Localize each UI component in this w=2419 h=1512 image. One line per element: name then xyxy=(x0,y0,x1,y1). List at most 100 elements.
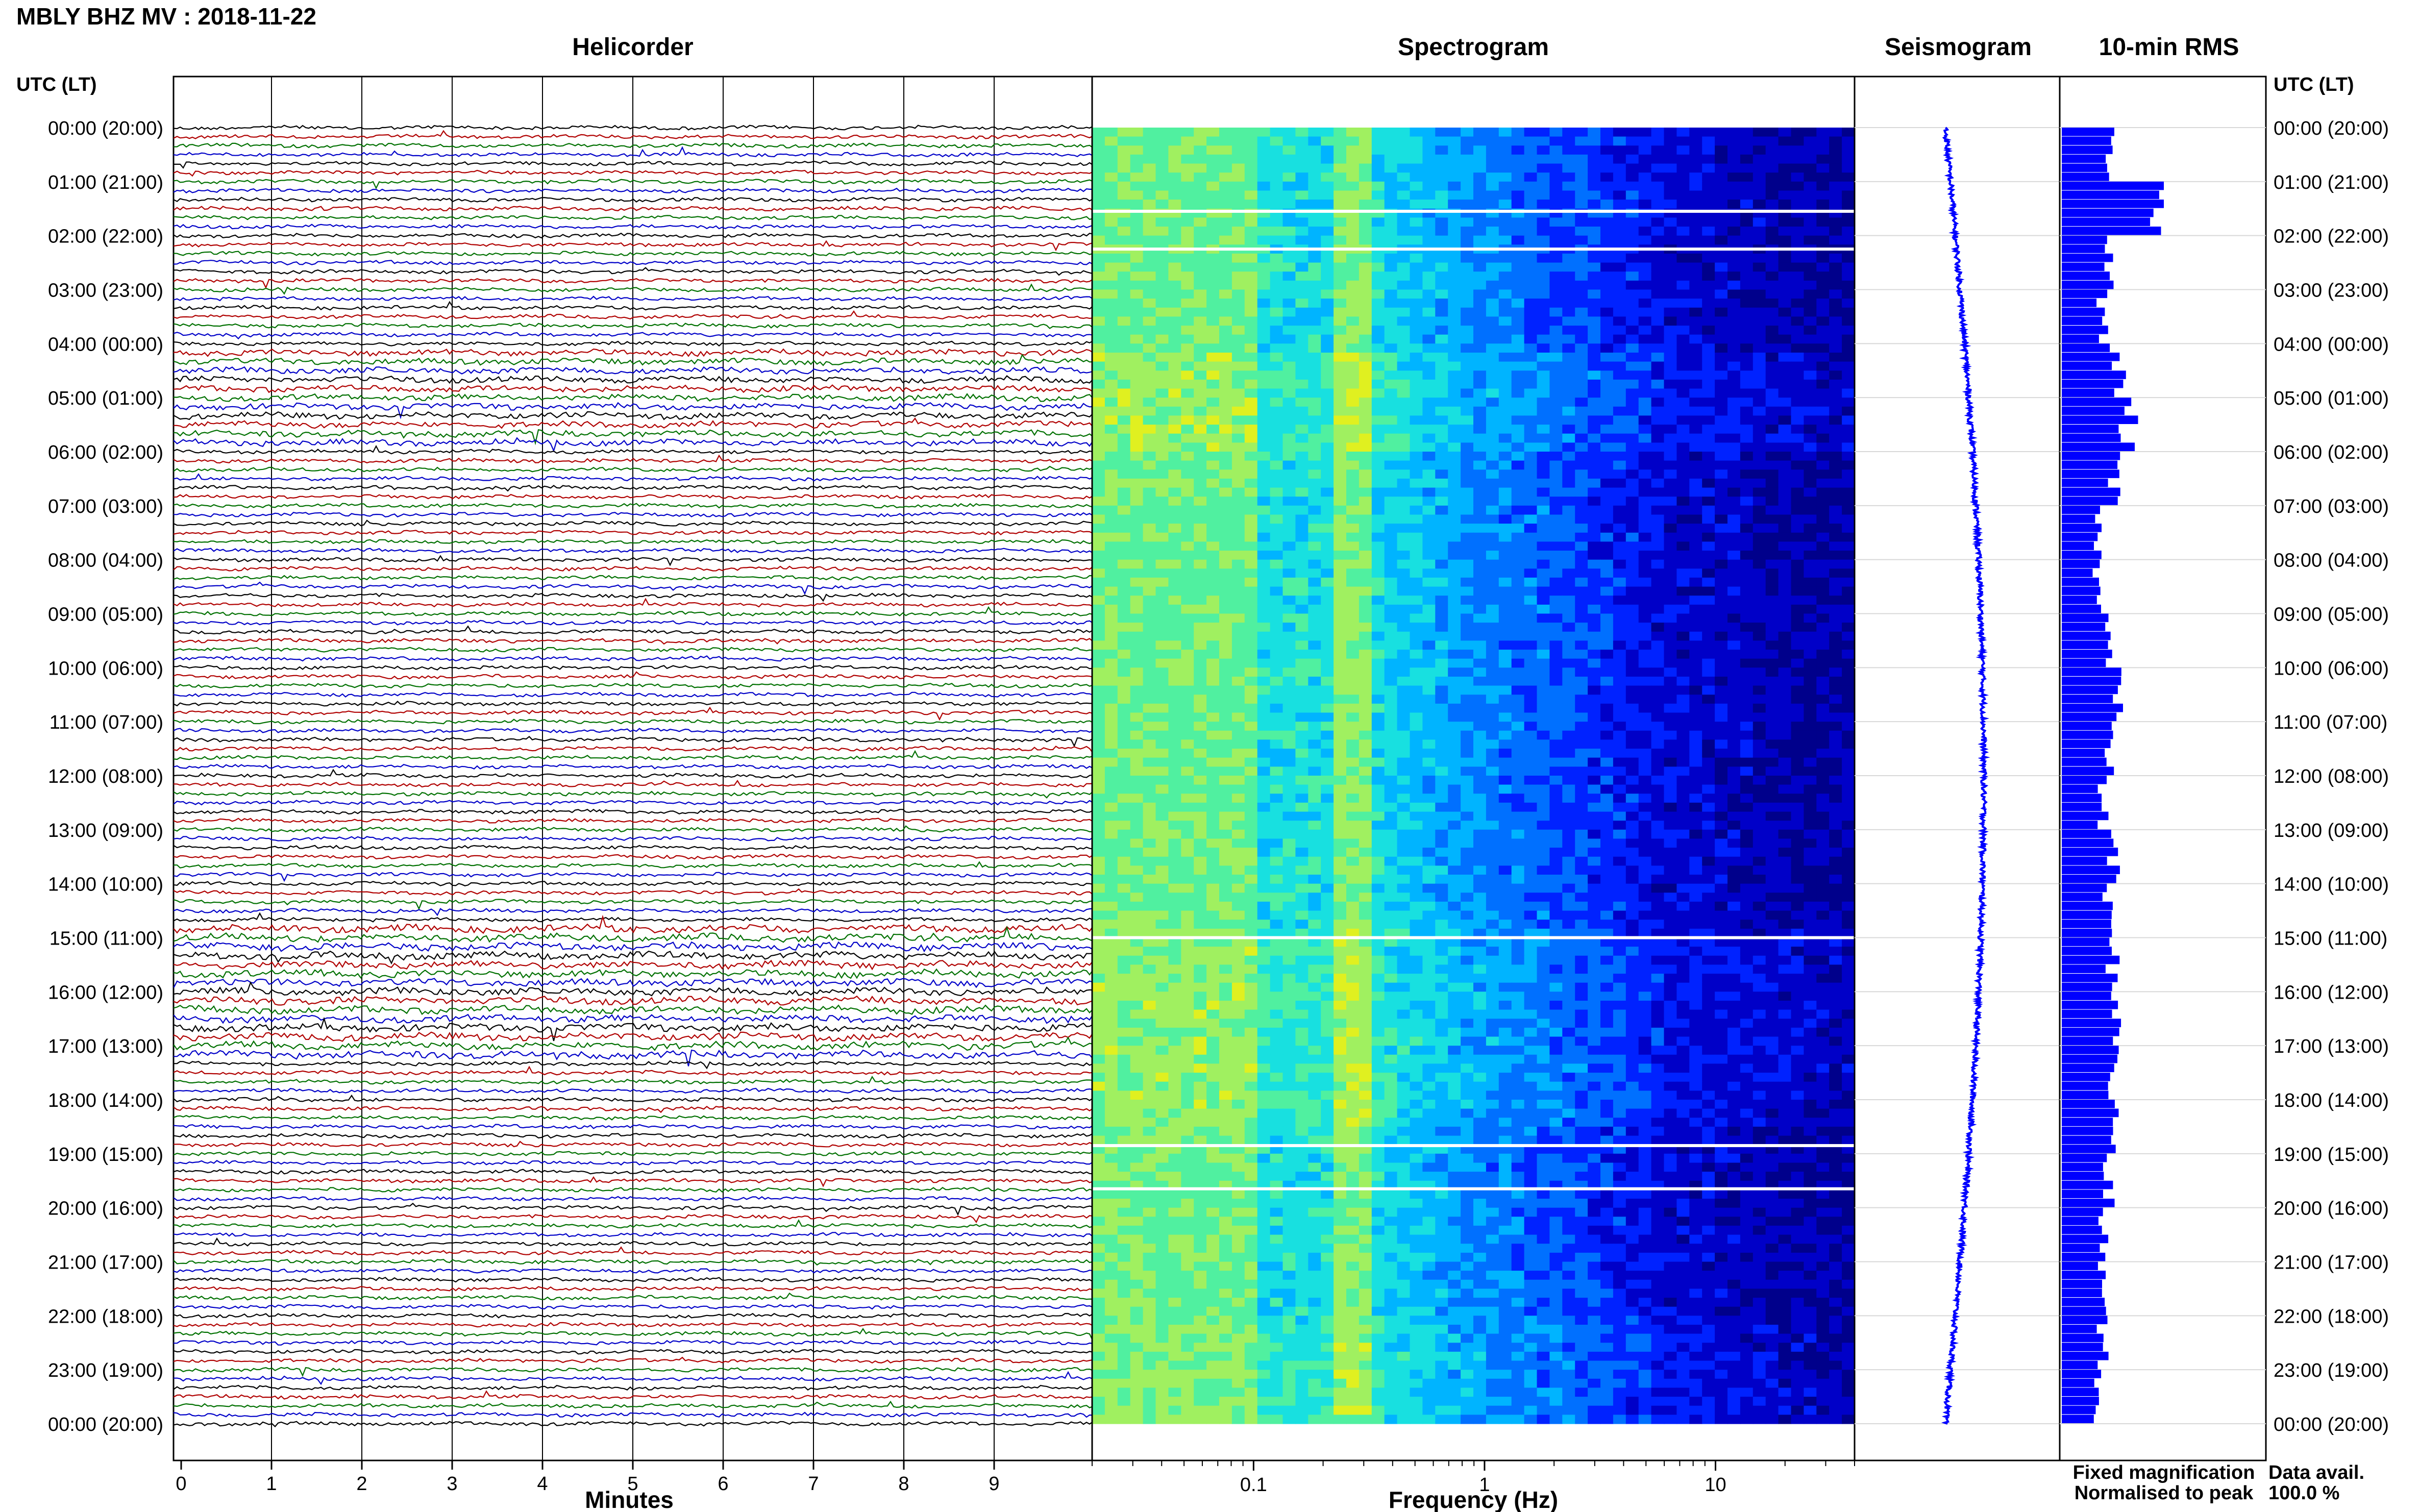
spectrogram-cell xyxy=(1397,253,1411,263)
spectrogram-cell xyxy=(1143,425,1156,434)
spectrogram-cell xyxy=(1321,181,1335,191)
spectrogram-cell xyxy=(1524,541,1538,551)
spectrogram-cell xyxy=(1295,388,1309,398)
spectrogram-cell xyxy=(1562,776,1576,785)
spectrogram-cell xyxy=(1206,497,1220,506)
hour-label-right: 17:00 (13:00) xyxy=(2274,1036,2389,1057)
spectrogram-cell xyxy=(1791,289,1805,299)
spectrogram-cell xyxy=(1473,821,1487,830)
spectrogram-cell xyxy=(1829,379,1843,389)
spectrogram-cell xyxy=(1613,551,1626,560)
spectrogram-cell xyxy=(1486,353,1499,362)
spectrogram-cell xyxy=(1181,469,1195,479)
spectrogram-cell xyxy=(1829,730,1843,740)
spectrogram-cell xyxy=(1816,821,1830,830)
spectrogram-cell xyxy=(1334,514,1347,524)
spectrogram-cell xyxy=(1231,190,1245,200)
spectrogram-cell xyxy=(1549,586,1563,596)
spectrogram-cell xyxy=(1397,353,1411,362)
spectrogram-cell xyxy=(1588,650,1601,659)
spectrogram-cell xyxy=(1676,577,1690,587)
spectrogram-cell xyxy=(1435,425,1449,434)
spectrogram-cell xyxy=(1778,722,1792,731)
spectrogram-cell xyxy=(1562,433,1576,443)
spectrogram-cell xyxy=(1219,217,1232,227)
spectrogram-cell xyxy=(1181,425,1195,434)
spectrogram-cell xyxy=(1397,784,1411,794)
spectrogram-cell xyxy=(1613,829,1626,839)
spectrogram-cell xyxy=(1143,154,1156,164)
spectrogram-cell xyxy=(1588,541,1601,551)
spectrogram-cell xyxy=(1219,334,1232,344)
spectrogram-cell xyxy=(1219,749,1232,758)
spectrogram-cell xyxy=(1295,838,1309,848)
spectrogram-cell xyxy=(1625,217,1639,227)
spectrogram-cell xyxy=(1842,452,1855,461)
spectrogram-cell xyxy=(1715,415,1728,425)
spectrogram-cell xyxy=(1486,766,1499,776)
spectrogram-cell xyxy=(1473,514,1487,524)
spectrogram-cell xyxy=(1231,334,1245,344)
spectrogram-cell xyxy=(1816,640,1830,650)
spectrogram-cell xyxy=(1752,568,1766,578)
spectrogram-cell xyxy=(1600,299,1614,308)
spectrogram-cell xyxy=(1588,253,1601,263)
spectrogram-cell xyxy=(1537,227,1550,236)
spectrogram-cell xyxy=(1778,452,1792,461)
spectrogram-cell xyxy=(1181,478,1195,488)
spectrogram-cell xyxy=(1206,253,1220,263)
spectrogram-cell xyxy=(1727,299,1741,308)
spectrogram-cell xyxy=(1842,623,1855,632)
spectrogram-cell xyxy=(1422,559,1436,569)
spectrogram-cell xyxy=(1295,299,1309,308)
spectrogram-cell xyxy=(1384,154,1398,164)
spectrogram-cell xyxy=(1219,631,1232,641)
spectrogram-cell xyxy=(1804,442,1817,452)
spectrogram-cell xyxy=(1651,568,1665,578)
spectrogram-cell xyxy=(1765,388,1779,398)
spectrogram-cell xyxy=(1791,163,1805,173)
spectrogram-cell xyxy=(1575,712,1589,722)
spectrogram-cell xyxy=(1219,604,1232,614)
spectrogram-cell xyxy=(1689,703,1703,713)
spectrogram-cell xyxy=(1104,406,1118,416)
spectrogram-cell xyxy=(1638,154,1652,164)
spectrogram-cell xyxy=(1371,388,1385,398)
spectrogram-cell xyxy=(1473,154,1487,164)
spectrogram-cell xyxy=(1651,469,1665,479)
spectrogram-cell xyxy=(1371,757,1385,767)
spectrogram-cell xyxy=(1600,766,1614,776)
spectrogram-cell xyxy=(1625,505,1639,515)
spectrogram-cell xyxy=(1371,469,1385,479)
spectrogram-cell xyxy=(1498,326,1512,335)
spectrogram-cell xyxy=(1575,145,1589,155)
spectrogram-cell xyxy=(1244,712,1258,722)
spectrogram-cell xyxy=(1804,334,1817,344)
spectrogram-cell xyxy=(1104,497,1118,506)
spectrogram-cell xyxy=(1715,388,1728,398)
spectrogram-cell xyxy=(1702,623,1716,632)
spectrogram-cell xyxy=(1498,586,1512,596)
spectrogram-cell xyxy=(1384,478,1398,488)
spectrogram-cell xyxy=(1244,811,1258,821)
spectrogram-cell xyxy=(1804,326,1817,335)
spectrogram-cell xyxy=(1104,658,1118,668)
helicorder-trace-row xyxy=(174,1246,1092,1256)
spectrogram-cell xyxy=(1588,811,1601,821)
spectrogram-cell xyxy=(1410,623,1423,632)
spectrogram-cell xyxy=(1638,802,1652,812)
spectrogram-cell xyxy=(1740,433,1754,443)
spectrogram-cell xyxy=(1549,334,1563,344)
spectrogram-cell xyxy=(1384,821,1398,830)
spectrogram-cell xyxy=(1486,460,1499,470)
spectrogram-cell xyxy=(1155,505,1169,515)
spectrogram-cell xyxy=(1295,650,1309,659)
spectrogram-cell xyxy=(1346,650,1360,659)
spectrogram-cell xyxy=(1625,200,1639,209)
spectrogram-cell xyxy=(1435,596,1449,605)
spectrogram-cell xyxy=(1206,532,1220,542)
spectrogram-cell xyxy=(1778,316,1792,326)
spectrogram-cell xyxy=(1778,712,1792,722)
spectrogram-cell xyxy=(1155,299,1169,308)
spectrogram-cell xyxy=(1689,361,1703,371)
